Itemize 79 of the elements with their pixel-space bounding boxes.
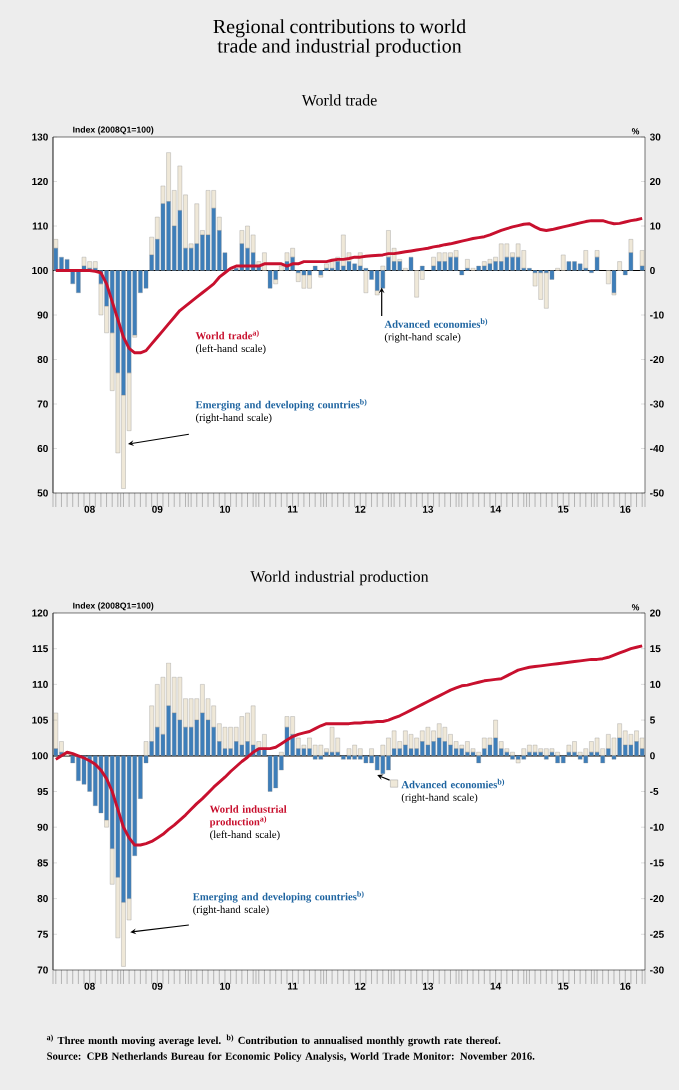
y2-tick-label: 10: [650, 680, 661, 688]
y2-tick-label: -10: [650, 823, 664, 831]
text: Emerging and developing countries$^{b)}$: [195, 398, 367, 411]
x-tick-label: 14: [490, 982, 502, 990]
y2-tick-label: 10: [650, 222, 661, 230]
x-tick-label: 10: [220, 505, 231, 513]
y-tick-label: 85: [37, 859, 49, 867]
annotation: (right-hand scale): [384, 332, 461, 343]
x-tick-label: 09: [152, 982, 163, 990]
y2-tick-label: -20: [650, 355, 664, 364]
y2-tick-label: -30: [650, 400, 664, 408]
y-tick-label: 100: [32, 752, 48, 760]
y2-tick-label: -50: [650, 489, 664, 497]
y-axis-title: Index (2008Q1=100): [73, 126, 154, 135]
legend-label: Advanced economies$^{b)}$: [401, 778, 505, 789]
y-tick-label: 120: [32, 609, 48, 617]
x-tick-label: 15: [558, 505, 569, 513]
y-tick-label: 100: [32, 266, 48, 275]
y-tick-label: 110: [32, 222, 48, 230]
x-tick-label: 16: [620, 505, 631, 513]
chart-title: Regional contributions to world trade and industrial production: [213, 19, 466, 57]
x-tick-label: 13: [422, 982, 434, 990]
y-tick-label: 90: [37, 823, 48, 831]
x-tick-label: 10: [220, 982, 231, 990]
text: Advanced economies$^{b)}$: [384, 318, 488, 328]
y2-tick-label: 0: [650, 266, 655, 275]
y-tick-label: 75: [37, 930, 49, 938]
y2-tick-label: 20: [650, 177, 661, 186]
x-tick-label: 08: [84, 982, 95, 990]
annotation: (right-hand scale): [196, 413, 272, 424]
source-note: Source: CPB Netherlands Bureau for Economic Policy Analysis, World Trade Monitor: November 2016.: [47, 1052, 535, 1062]
y-tick-label: 70: [37, 966, 48, 974]
y2-tick-label: 5: [650, 716, 655, 724]
x-tick-label: 11: [287, 982, 298, 990]
x-tick-label: 13: [422, 505, 434, 513]
annotation: (left-hand scale): [196, 344, 266, 355]
y-tick-label: 50: [37, 489, 48, 497]
y-tick-label: 70: [37, 400, 48, 408]
x-tick-label: 08: [84, 505, 95, 513]
y-axis-title: Index (2008Q1=100): [73, 602, 154, 611]
y2-tick-label: -25: [650, 930, 664, 938]
y2-tick-label: -15: [650, 859, 664, 867]
chart-subtitle: World trade: [301, 94, 377, 106]
y-tick-label: 115: [32, 645, 49, 653]
y-tick-label: 105: [32, 716, 49, 724]
x-tick-label: 16: [620, 982, 631, 990]
chart-title: World industrial production: [250, 570, 429, 586]
annotation: (right-hand scale): [401, 793, 478, 804]
y2-tick-label: -20: [650, 895, 664, 903]
x-tick-label: 14: [490, 505, 502, 513]
text: World trade$^{a)}$: [195, 329, 259, 340]
y2-tick-label: -40: [650, 444, 664, 453]
y-tick-label: 60: [37, 444, 48, 453]
text: $^{a)}$ Three month moving average level. $^{b)}$ Contribution to annualised monthly growth rate thereof.: [46, 1034, 501, 1047]
text: Emerging and developing countries$^{b)}$: [192, 890, 364, 903]
x-tick-label: 09: [152, 505, 163, 513]
y2-tick-label: 15: [650, 645, 661, 653]
y-tick-label: 110: [32, 680, 48, 688]
y2-tick-label: 20: [650, 609, 661, 617]
y-tick-label: 90: [37, 311, 48, 319]
y2-tick-label: -5: [650, 788, 659, 795]
y2-tick-label: -10: [650, 311, 664, 319]
y2-axis-title: %: [631, 128, 640, 135]
y-tick-label: 120: [32, 177, 48, 186]
y-tick-label: 80: [37, 355, 48, 364]
y2-tick-label: 30: [649, 133, 661, 141]
annotation: (left-hand scale): [210, 830, 280, 841]
y-tick-label: 80: [37, 895, 48, 903]
y2-tick-label: 0: [650, 752, 655, 760]
x-tick-label: 12: [355, 982, 366, 990]
x-tick-label: 12: [355, 505, 366, 513]
y2-axis-title: %: [631, 604, 640, 611]
x-tick-label: 11: [287, 505, 298, 513]
y-tick-label: 95: [37, 787, 49, 796]
series-label: World industrial production$^{a)}$: [209, 805, 287, 828]
x-tick-label: 15: [558, 982, 569, 990]
y2-tick-label: -30: [650, 966, 664, 974]
y-tick-label: 130: [32, 133, 48, 141]
annotation: (right-hand scale): [193, 905, 269, 916]
